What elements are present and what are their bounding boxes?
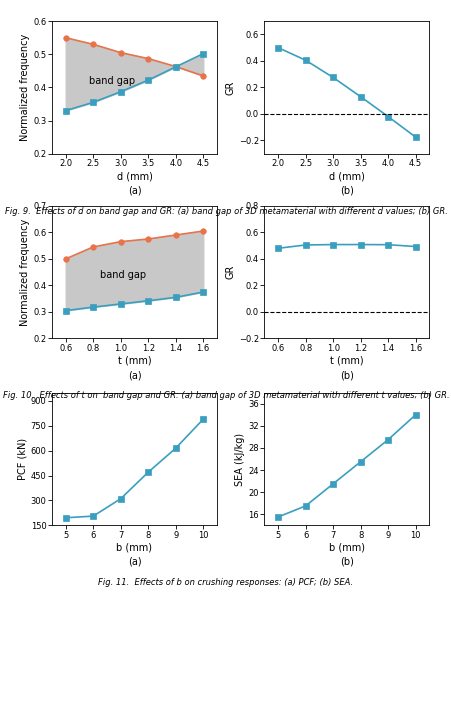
Text: band gap: band gap [89,76,135,86]
Text: (b): (b) [339,185,353,195]
X-axis label: b (mm): b (mm) [328,543,364,553]
X-axis label: d (mm): d (mm) [116,171,152,181]
X-axis label: d (mm): d (mm) [328,171,364,181]
Y-axis label: PCF (kN): PCF (kN) [18,438,28,480]
X-axis label: t (mm): t (mm) [329,356,363,366]
Text: Fig. 11.  Effects of b on crushing responses: (a) PCF; (b) SEA.: Fig. 11. Effects of b on crushing respon… [98,578,353,587]
Y-axis label: SEA (kJ/kg): SEA (kJ/kg) [235,432,245,486]
Text: (b): (b) [339,557,353,567]
Text: (a): (a) [127,185,141,195]
Y-axis label: Normalized frequency: Normalized frequency [20,34,30,141]
Y-axis label: Normalized frequency: Normalized frequency [20,219,30,326]
Text: Fig. 9.  Effects of d on band gap and GR: (a) band gap of 3D metamaterial with d: Fig. 9. Effects of d on band gap and GR:… [5,207,446,216]
Text: band gap: band gap [100,270,146,280]
Y-axis label: GR: GR [226,80,235,94]
X-axis label: t (mm): t (mm) [117,356,151,366]
Text: Fig. 10.  Effects of t on  band gap and GR: (a) band gap of 3D metamaterial with: Fig. 10. Effects of t on band gap and GR… [3,391,448,400]
Text: (a): (a) [127,557,141,567]
X-axis label: b (mm): b (mm) [116,543,152,553]
Y-axis label: GR: GR [226,265,235,279]
Text: (b): (b) [339,370,353,380]
Text: (a): (a) [127,370,141,380]
